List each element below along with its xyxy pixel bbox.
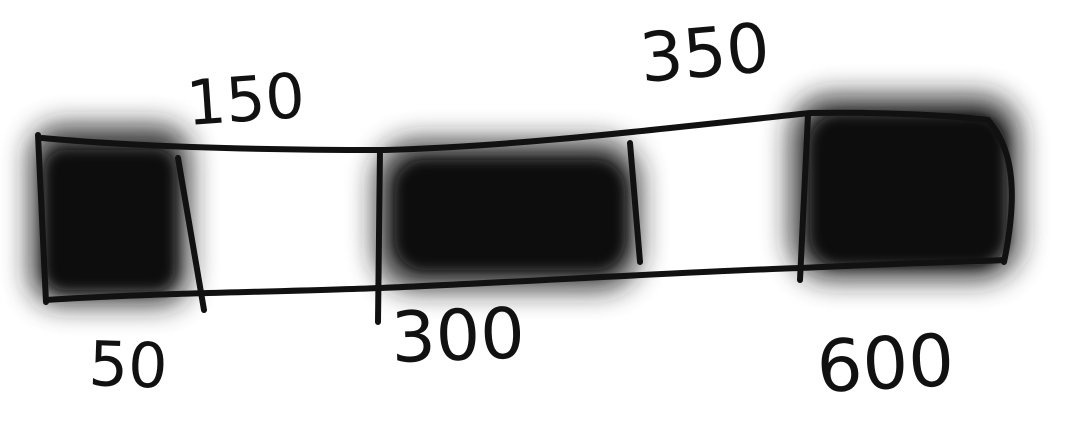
label-bottom-right: 600: [814, 318, 956, 409]
labels: 150 350 50 300 600: [87, 9, 956, 409]
divider-2: [375, 147, 383, 325]
shaded-segment-5: [790, 95, 1020, 280]
shaded-segment-1: [30, 125, 190, 305]
bar-bottom-edge: [43, 257, 1007, 303]
shaded-segment-3: [375, 140, 640, 290]
label-bottom-middle: 300: [390, 292, 526, 379]
bar-left-edge: [35, 132, 49, 305]
bar-top-edge: [39, 109, 991, 153]
divider-4: [797, 112, 811, 283]
label-top-left: 150: [184, 59, 307, 140]
divider-3: [627, 140, 643, 265]
shaded-segments: [30, 95, 1020, 305]
bar-right-edge: [985, 117, 1015, 265]
divider-1: [175, 155, 207, 313]
label-bottom-left: 50: [87, 327, 168, 403]
bar-outline: [35, 109, 1015, 325]
label-top-right: 350: [637, 9, 773, 99]
